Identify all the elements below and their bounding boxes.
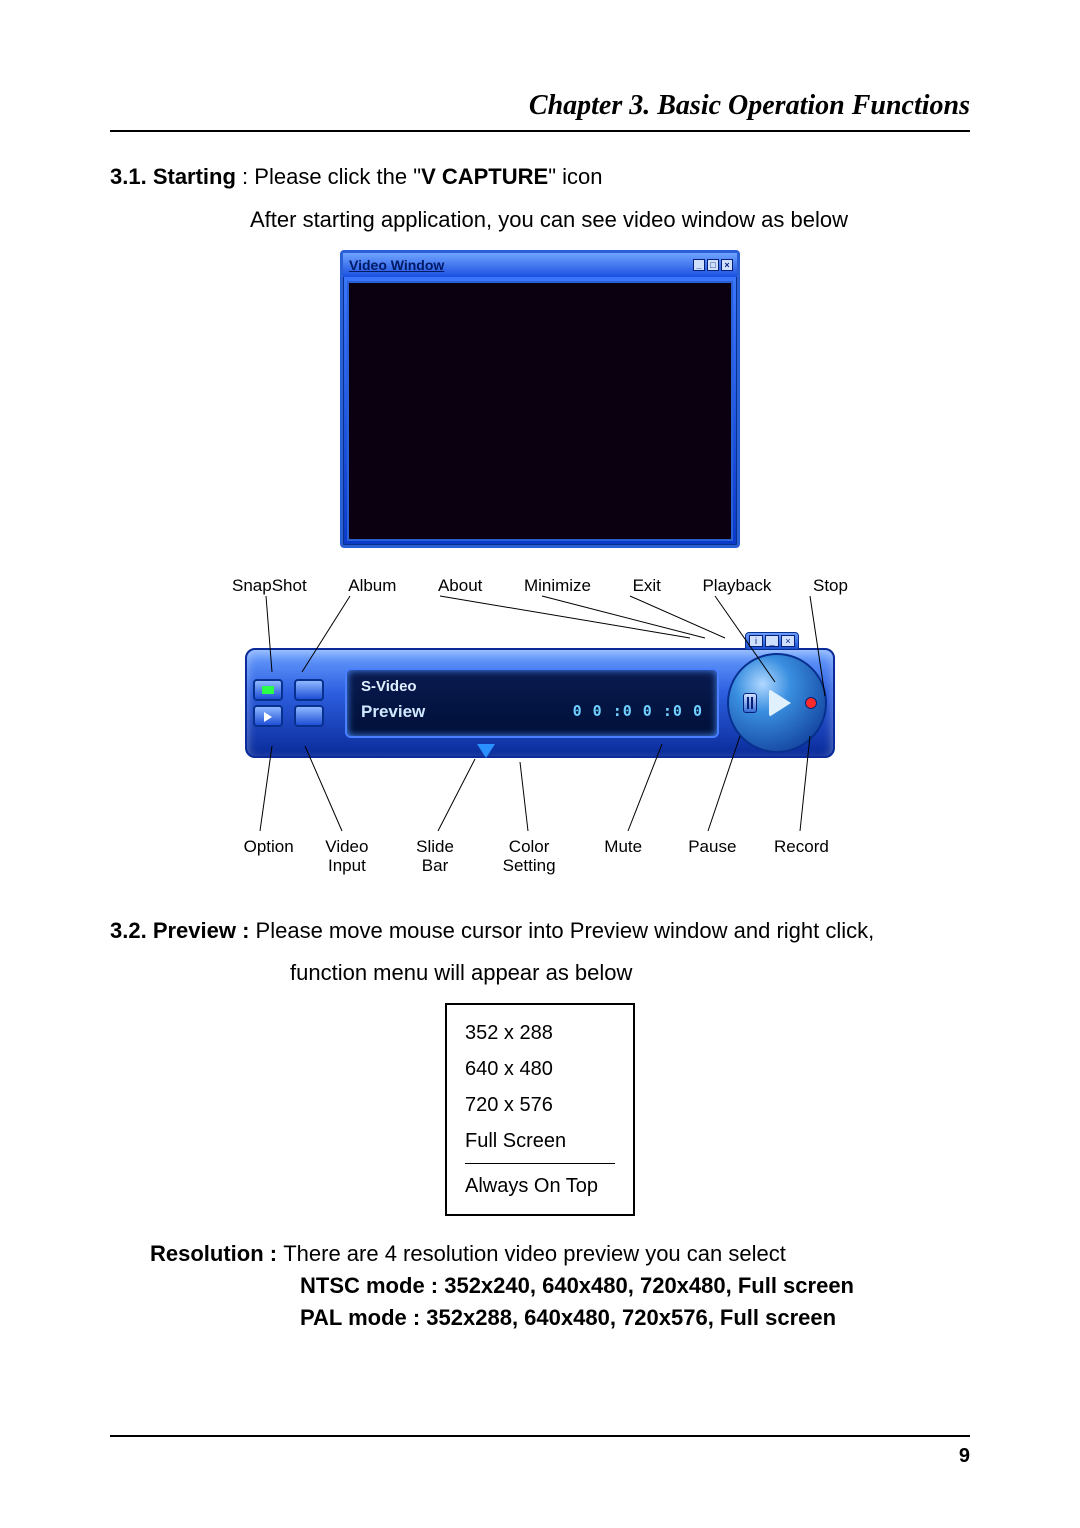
- section-text1: Please click the ": [254, 164, 421, 189]
- panel-left-buttons: [247, 669, 337, 737]
- label-record: Record: [757, 838, 846, 875]
- section-number: 3.1.: [110, 164, 153, 189]
- section-sep: :: [236, 164, 254, 189]
- video-input-button[interactable]: [294, 705, 324, 727]
- label-snapshot: SnapShot: [232, 576, 307, 596]
- ntsc-mode: NTSC mode : 352x240, 640x480, 720x480, F…: [150, 1270, 970, 1302]
- screen-mode: Preview: [361, 702, 425, 722]
- label-mute: Mute: [579, 838, 668, 875]
- video-window-body: [347, 281, 733, 541]
- resolution-text: There are 4 resolution video preview you…: [283, 1241, 786, 1266]
- menu-item-640[interactable]: 640 x 480: [465, 1051, 615, 1087]
- minimize-icon[interactable]: _: [765, 635, 779, 647]
- close-icon[interactable]: ×: [721, 259, 733, 271]
- label-option: Option: [234, 838, 303, 875]
- video-window: Video Window _ □ ×: [340, 250, 740, 548]
- menu-item-always-on-top[interactable]: Always On Top: [465, 1168, 615, 1204]
- label-exit: Exit: [633, 576, 661, 596]
- callout-bottom-row: Option VideoInput SlideBar ColorSetting …: [230, 838, 850, 875]
- section-title: Preview :: [153, 918, 256, 943]
- snapshot-button[interactable]: [253, 679, 283, 701]
- callout-top-row: SnapShot Album About Minimize Exit Playb…: [230, 576, 850, 596]
- album-button[interactable]: [294, 679, 324, 701]
- divider-bottom: [110, 1435, 970, 1437]
- v-capture-bold: V CAPTURE: [421, 164, 548, 189]
- option-button[interactable]: [253, 705, 283, 727]
- play-button[interactable]: [769, 689, 791, 717]
- divider-top: [110, 130, 970, 132]
- globe-control: [727, 653, 827, 753]
- record-button[interactable]: [805, 697, 817, 709]
- label-about: About: [438, 576, 482, 596]
- video-window-titlebar: Video Window _ □ ×: [343, 253, 737, 277]
- section-3-1-sub: After starting application, you can see …: [110, 205, 970, 236]
- maximize-icon[interactable]: □: [707, 259, 719, 271]
- section-3-2-sub: function menu will appear as below: [110, 958, 970, 989]
- screen-time: 0 0 :0 0 :0 0: [573, 702, 703, 720]
- menu-separator: [465, 1163, 615, 1164]
- section-title: Starting: [153, 164, 236, 189]
- pal-mode: PAL mode : 352x288, 640x480, 720x576, Fu…: [150, 1302, 970, 1334]
- slide-bar-icon[interactable]: [477, 744, 495, 758]
- control-panel: i _ × S-Video Preview 0 0 :0 0 :0 0: [245, 648, 835, 758]
- page-number: 9: [110, 1445, 970, 1468]
- section-3-1: 3.1. Starting : Please click the "V CAPT…: [110, 162, 970, 193]
- menu-item-fullscreen[interactable]: Full Screen: [465, 1123, 615, 1159]
- label-video-input: VideoInput: [303, 838, 390, 875]
- close-icon[interactable]: ×: [781, 635, 795, 647]
- section-text: Please move mouse cursor into Preview wi…: [256, 918, 875, 943]
- label-stop: Stop: [813, 576, 848, 596]
- label-color-setting: ColorSetting: [480, 838, 579, 875]
- resolution-block: Resolution : There are 4 resolution vide…: [110, 1238, 970, 1334]
- chapter-title: Chapter 3. Basic Operation Functions: [110, 90, 970, 122]
- section-text2: " icon: [548, 164, 602, 189]
- info-icon[interactable]: i: [749, 635, 763, 647]
- section-number: 3.2.: [110, 918, 153, 943]
- label-slide-bar: SlideBar: [390, 838, 479, 875]
- minimize-icon[interactable]: _: [693, 259, 705, 271]
- resolution-lead: Resolution :: [150, 1241, 283, 1266]
- label-minimize: Minimize: [524, 576, 591, 596]
- menu-item-352[interactable]: 352 x 288: [465, 1015, 615, 1051]
- menu-item-720[interactable]: 720 x 576: [465, 1087, 615, 1123]
- section-3-2: 3.2. Preview : Please move mouse cursor …: [110, 916, 970, 947]
- screen-source: S-Video: [361, 678, 417, 695]
- panel-screen: S-Video Preview 0 0 :0 0 :0 0: [345, 668, 719, 738]
- label-album: Album: [348, 576, 396, 596]
- label-playback: Playback: [702, 576, 771, 596]
- pause-button[interactable]: [743, 693, 757, 713]
- control-panel-diagram: SnapShot Album About Minimize Exit Playb…: [230, 576, 850, 876]
- label-pause: Pause: [668, 838, 757, 875]
- panel-window-controls: i _ ×: [745, 632, 799, 650]
- context-menu: 352 x 288 640 x 480 720 x 576 Full Scree…: [445, 1003, 635, 1216]
- video-window-title: Video Window: [347, 257, 444, 273]
